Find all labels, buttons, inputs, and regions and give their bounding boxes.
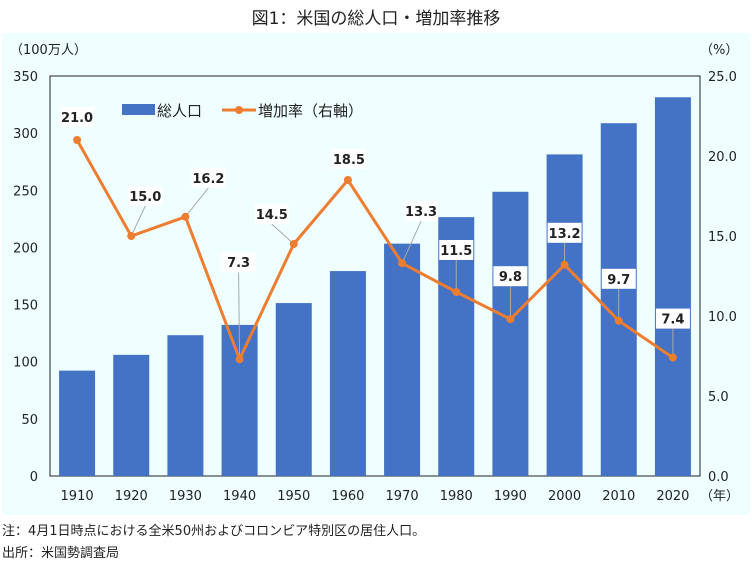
y-left-axis-label: （100万人） <box>10 43 87 58</box>
point-1940 <box>235 355 244 364</box>
data-label: 9.8 <box>499 270 522 285</box>
data-label-bg <box>191 167 226 188</box>
y-left-tick-label: 150 <box>13 299 38 314</box>
data-label: 18.5 <box>333 153 365 168</box>
x-tick-label: 1990 <box>494 489 527 504</box>
x-tick-label: 1970 <box>386 489 419 504</box>
chart-source: 出所：米国勢調査局 <box>2 546 120 561</box>
chart-title: 図1：米国の総人口・増加率推移 <box>251 9 501 29</box>
y-left-tick-label: 350 <box>13 70 38 85</box>
x-tick-label: 1960 <box>331 489 364 504</box>
y-right-tick-label: 25.0 <box>708 70 737 85</box>
data-label: 15.0 <box>129 190 161 205</box>
y-left-tick-label: 0 <box>30 470 38 485</box>
data-label: 16.2 <box>192 172 224 187</box>
y-left-tick-label: 50 <box>21 413 38 428</box>
point-1990 <box>506 315 515 324</box>
y-right-tick-label: 5.0 <box>708 390 729 405</box>
data-label: 11.5 <box>440 244 472 259</box>
point-1950 <box>289 240 298 248</box>
bar-1960 <box>329 271 366 476</box>
x-tick-label: 2010 <box>602 489 635 504</box>
leader-line <box>130 205 146 237</box>
x-tick-label: 1910 <box>61 489 94 504</box>
y-right-axis-label: （%） <box>700 43 738 58</box>
data-label: 13.2 <box>549 227 581 242</box>
legend-bar-swatch <box>122 104 155 115</box>
point-2000 <box>560 260 569 269</box>
bar-1920 <box>113 354 150 476</box>
data-label-bg <box>331 149 366 169</box>
x-tick-label: 1940 <box>223 489 256 504</box>
chart-note: 注：4月1日時点における全米50州およびコロンビア特別区の居住人口。 <box>2 524 426 539</box>
data-label-bg <box>254 204 289 224</box>
point-1980 <box>452 288 461 296</box>
x-tick-label: 2000 <box>548 489 581 504</box>
bar-1970 <box>384 243 421 476</box>
y-left-tick-label: 100 <box>13 356 38 371</box>
data-label: 21.0 <box>61 111 93 126</box>
legend-line-label: 増加率（右軸） <box>258 102 363 120</box>
data-label-bg <box>601 268 636 289</box>
bar-2000 <box>546 154 583 476</box>
growth-rate-line <box>75 139 674 364</box>
y-right-tick-label: 0.0 <box>708 470 729 485</box>
data-label-bg <box>547 222 582 243</box>
data-label-bg <box>60 107 95 127</box>
y-right-tick-label: 20.0 <box>708 150 737 165</box>
y-right-tick-label: 15.0 <box>708 230 737 245</box>
bar-1990 <box>492 191 529 476</box>
point-2020 <box>668 353 677 362</box>
y-left-tick-label: 300 <box>13 127 38 142</box>
leader-line <box>401 220 422 264</box>
point-1910 <box>73 136 82 144</box>
data-label-bg <box>655 308 690 329</box>
y-left-tick-label: 250 <box>13 184 38 199</box>
bar-1930 <box>167 335 204 476</box>
data-label-bg <box>493 266 528 287</box>
point-1920 <box>127 232 136 240</box>
legend-line-marker <box>235 106 243 114</box>
x-tick-label: 1950 <box>277 489 310 504</box>
x-tick-label: 1930 <box>169 489 202 504</box>
y-right-tick-label: 10.0 <box>708 310 737 325</box>
point-1930 <box>181 212 190 221</box>
bar-1950 <box>275 303 312 476</box>
point-1960 <box>343 176 352 184</box>
data-label: 9.7 <box>607 273 630 288</box>
data-label: 7.3 <box>227 256 250 271</box>
data-label-bg <box>439 240 474 260</box>
leader-line <box>185 187 209 218</box>
data-label: 14.5 <box>256 208 288 223</box>
x-tick-label: 1980 <box>440 489 473 504</box>
x-axis-label: （年） <box>700 489 739 504</box>
x-tick-label: 1920 <box>115 489 148 504</box>
data-label-bg <box>128 186 163 206</box>
plot-frame <box>49 75 701 477</box>
x-tick-label: 2020 <box>656 489 689 504</box>
legend-bar-label: 総人口 <box>157 102 202 120</box>
data-label-bg <box>404 201 439 222</box>
point-1970 <box>398 259 407 268</box>
leader-line <box>271 223 295 245</box>
data-label: 7.4 <box>661 313 684 328</box>
leader-line <box>238 272 241 360</box>
bar-2020 <box>654 97 691 476</box>
bar-1910 <box>59 370 96 476</box>
chart: 0 50 100 150 200 250 300 350 0.0 5.0 10.0 15.0 20.0 2… <box>10 43 739 504</box>
data-label: 13.3 <box>405 205 437 220</box>
point-2010 <box>614 316 623 325</box>
data-label-bg <box>221 252 256 273</box>
y-left-tick-label: 200 <box>13 241 38 256</box>
